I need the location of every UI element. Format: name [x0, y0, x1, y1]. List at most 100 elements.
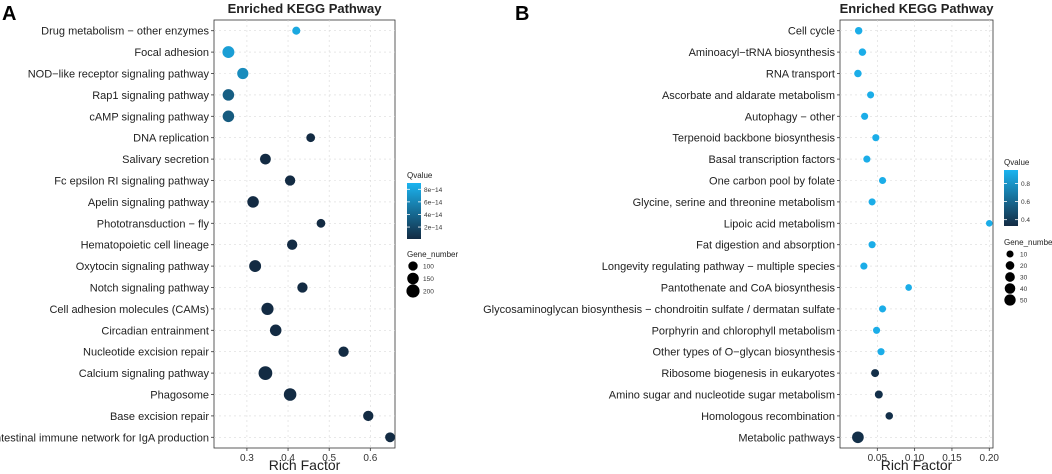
size-legend-label: 30: [1020, 275, 1028, 282]
y-tick-label: Terpenoid backbone biosynthesis: [672, 133, 835, 145]
colorbar-tick-label: 2e−14: [424, 225, 443, 232]
y-tick-label: Homologous recombination: [701, 411, 835, 423]
y-tick-label: Phagosome: [150, 390, 209, 402]
size-legend-label: 40: [1020, 286, 1028, 293]
data-point: [222, 110, 235, 123]
y-tick-label: Porphyrin and chlorophyll metabolism: [652, 325, 835, 337]
y-tick-label: Pantothenate and CoA biosynthesis: [661, 283, 836, 295]
y-tick-label: Fat digestion and absorption: [696, 240, 835, 252]
y-tick-label: Salivary secretion: [122, 154, 209, 166]
data-point: [316, 218, 326, 228]
data-point: [283, 388, 297, 401]
y-tick-label: Focal adhesion: [134, 47, 209, 59]
x-tick-label: 0.15: [942, 453, 962, 464]
x-axis-label: Rich Factor: [881, 457, 953, 473]
y-tick-label: Glycosaminoglycan biosynthesis − chondro…: [483, 304, 835, 316]
size-legend-label: 150: [423, 276, 434, 283]
data-point: [292, 26, 301, 35]
y-tick-label: Rap1 signaling pathway: [92, 90, 209, 102]
data-point: [871, 369, 880, 378]
colorbar-tick-label: 8e−14: [424, 187, 443, 194]
data-point: [852, 431, 864, 444]
y-tick-label: Ascorbate and aldarate metabolism: [662, 90, 835, 102]
plot-area: [839, 19, 994, 449]
size-legend-dot: [1005, 272, 1015, 282]
data-point: [222, 46, 235, 59]
y-tick-label: Basal transcription factors: [708, 154, 835, 166]
data-point: [985, 219, 993, 227]
y-tick-label: Intestinal immune network for IgA produc…: [0, 432, 209, 444]
colorbar-tick-label: 0.6: [1021, 199, 1030, 206]
y-tick-label: Metabolic pathways: [738, 432, 835, 444]
size-legend-label: 200: [423, 289, 434, 296]
data-point: [863, 155, 871, 163]
size-legend-dot: [408, 261, 418, 271]
y-tick-label: Calcium signaling pathway: [79, 368, 210, 380]
data-point: [885, 412, 894, 420]
colorbar-tick-label: 0.4: [1021, 217, 1030, 224]
x-tick-label: 0.4: [281, 453, 295, 464]
x-tick-label: 0.3: [240, 453, 254, 464]
data-point: [860, 262, 868, 270]
qvalue-colorbar: [407, 183, 421, 239]
panel-label: A: [2, 3, 16, 25]
qvalue-colorbar: [1004, 170, 1018, 226]
colorbar-tick-label: 4e−14: [424, 212, 443, 219]
data-point: [861, 112, 869, 120]
y-tick-label: Apelin signaling pathway: [88, 197, 210, 209]
data-point: [877, 348, 885, 356]
chart-title: Enriched KEGG Pathway: [228, 1, 383, 16]
y-tick-label: Nucleotide excision repair: [83, 347, 209, 359]
size-legend-label: 10: [1020, 252, 1028, 259]
y-tick-label: Longevity regulating pathway − multiple …: [602, 261, 836, 273]
size-legend-dot: [1006, 250, 1014, 258]
size-legend-label: 100: [423, 264, 434, 271]
data-point: [306, 133, 316, 143]
y-tick-label: Oxytocin signaling pathway: [76, 261, 210, 273]
y-tick-label: Fc epsilon RI signaling pathway: [54, 176, 209, 188]
y-tick-label: Phototransduction − fly: [97, 218, 210, 230]
panel-label: B: [515, 3, 529, 25]
x-tick-label: 0.10: [905, 453, 925, 464]
y-tick-label: Ribosome biogenesis in eukaryotes: [661, 368, 835, 380]
size-legend-dot: [407, 272, 419, 285]
data-point: [237, 67, 249, 80]
x-tick-label: 0.5: [322, 453, 336, 464]
panel-b: B Enriched KEGG Pathway Cell cycle Aminoacy…: [483, 1, 1052, 473]
x-tick-label: 0.6: [363, 453, 377, 464]
x-tick-label: 0.20: [980, 453, 1000, 464]
data-point: [905, 284, 912, 291]
qvalue-legend-title: Qvalue: [1004, 158, 1030, 167]
data-point: [872, 134, 880, 142]
y-tick-label: RNA transport: [766, 69, 835, 81]
y-tick-label: Base excision repair: [110, 411, 209, 423]
data-point: [868, 241, 876, 249]
y-tick-label: Drug metabolism − other enzymes: [41, 26, 209, 38]
data-point: [261, 302, 274, 316]
chart-title: Enriched KEGG Pathway: [840, 1, 995, 16]
data-point: [286, 239, 298, 250]
y-tick-label: Circadian entrainment: [101, 325, 209, 337]
size-legend-label: 20: [1020, 263, 1028, 270]
qvalue-legend-title: Qvalue: [407, 171, 433, 180]
size-legend-dot: [1004, 283, 1016, 294]
data-point: [874, 390, 883, 399]
data-point: [363, 410, 374, 422]
y-tick-label: Cell cycle: [788, 26, 835, 38]
y-tick-label: Amino sugar and nucleotide sugar metabol…: [609, 390, 835, 402]
panel-a: A Enriched KEGG Pathway Drug metabolism − …: [0, 1, 458, 473]
size-legend-dot: [406, 284, 420, 298]
y-tick-label: Other types of O−glycan biosynthesis: [652, 347, 835, 359]
data-point: [867, 91, 875, 99]
gene-number-legend-title: Gene_number: [1004, 238, 1052, 247]
colorbar-tick-label: 0.8: [1021, 181, 1030, 188]
data-point: [260, 153, 271, 165]
x-axis-label: Rich Factor: [269, 457, 341, 473]
y-tick-label: Notch signaling pathway: [90, 283, 210, 295]
data-point: [249, 260, 262, 273]
y-tick-label: Autophagy − other: [745, 111, 836, 123]
data-point: [854, 26, 863, 35]
colorbar-tick-label: 6e−14: [424, 199, 443, 206]
data-point: [338, 346, 349, 357]
gene-number-legend-title: Gene_number: [407, 250, 458, 259]
